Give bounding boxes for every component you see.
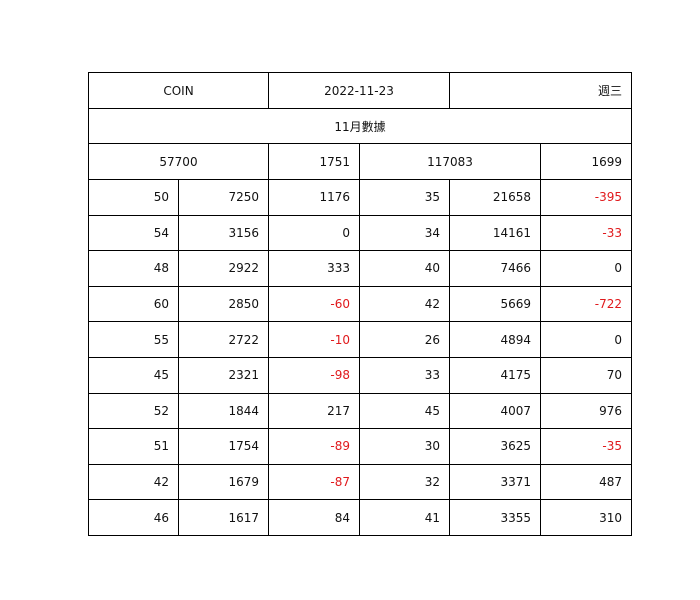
- table-cell[interactable]: 1617: [178, 499, 269, 536]
- table-cell[interactable]: 4007: [449, 392, 541, 430]
- table-cell[interactable]: 3355: [449, 499, 541, 536]
- table-cell[interactable]: 5669: [449, 285, 541, 323]
- table-cell[interactable]: 7250: [178, 179, 269, 216]
- table-cell[interactable]: 487: [539, 463, 633, 501]
- table-cell[interactable]: 0: [539, 250, 633, 287]
- table-cell[interactable]: 976: [539, 392, 633, 430]
- table-row: 60 2850 -60 42 5669 -722: [88, 285, 633, 323]
- table-cell[interactable]: 4175: [449, 356, 541, 394]
- table-cell[interactable]: -89: [268, 428, 360, 465]
- table-row: 46 1617 84 41 3355 310: [88, 499, 633, 536]
- table-cell[interactable]: 55: [88, 321, 179, 358]
- table-cell[interactable]: 30: [359, 428, 450, 465]
- table-cell[interactable]: 41: [359, 499, 450, 536]
- data-table: COIN 2022-11-23 週三 11月數據 57700 1751 1170…: [87, 72, 633, 536]
- subtitle-row: 11月數據: [87, 108, 633, 144]
- table-cell[interactable]: 32: [359, 463, 450, 501]
- table-cell[interactable]: 26: [359, 321, 450, 358]
- total-cell-1[interactable]: 57700: [88, 143, 269, 180]
- table-cell[interactable]: 4894: [449, 321, 541, 358]
- table-cell[interactable]: -395: [539, 179, 633, 216]
- table-cell[interactable]: -87: [268, 463, 360, 501]
- header-row: COIN 2022-11-23 週三: [88, 72, 633, 109]
- total-cell-4[interactable]: 1699: [539, 143, 633, 180]
- table-cell[interactable]: 2922: [178, 250, 269, 287]
- total-cell-3[interactable]: 117083: [359, 143, 541, 180]
- table-cell[interactable]: 333: [268, 250, 360, 287]
- table-row: 54 3156 0 34 14161 -33: [88, 214, 633, 252]
- table-cell[interactable]: 45: [359, 392, 450, 430]
- table-cell[interactable]: -35: [539, 428, 633, 465]
- table-cell[interactable]: 51: [88, 428, 179, 465]
- table-cell[interactable]: 1844: [178, 392, 269, 430]
- table-cell[interactable]: -10: [268, 321, 360, 358]
- date-cell[interactable]: 2022-11-23: [268, 72, 450, 109]
- table-cell[interactable]: 34: [359, 214, 450, 252]
- table-cell[interactable]: 0: [268, 214, 360, 252]
- total-cell-2[interactable]: 1751: [268, 143, 360, 180]
- table-row: 48 2922 333 40 7466 0: [88, 250, 633, 287]
- table-cell[interactable]: 84: [268, 499, 360, 536]
- table-cell[interactable]: 2321: [178, 356, 269, 394]
- table-row: 50 7250 1176 35 21658 -395: [88, 179, 633, 216]
- subtitle-cell[interactable]: 11月數據: [87, 108, 633, 144]
- table-cell[interactable]: 46: [88, 499, 179, 536]
- table-cell[interactable]: 60: [88, 285, 179, 323]
- table-cell[interactable]: -60: [268, 285, 360, 323]
- table-cell[interactable]: 42: [359, 285, 450, 323]
- table-cell[interactable]: 217: [268, 392, 360, 430]
- table-cell[interactable]: 50: [88, 179, 179, 216]
- table-row: 55 2722 -10 26 4894 0: [88, 321, 633, 358]
- table-cell[interactable]: 3371: [449, 463, 541, 501]
- table-cell[interactable]: 1176: [268, 179, 360, 216]
- table-row: 51 1754 -89 30 3625 -35: [88, 428, 633, 465]
- table-cell[interactable]: 54: [88, 214, 179, 252]
- table-cell[interactable]: 2722: [178, 321, 269, 358]
- table-row: 52 1844 217 45 4007 976: [88, 392, 633, 430]
- table-cell[interactable]: 21658: [449, 179, 541, 216]
- symbol-cell[interactable]: COIN: [88, 72, 269, 109]
- table-cell[interactable]: 35: [359, 179, 450, 216]
- table-row: 42 1679 -87 32 3371 487: [88, 463, 633, 501]
- table-cell[interactable]: 1679: [178, 463, 269, 501]
- table-cell[interactable]: 40: [359, 250, 450, 287]
- table-cell[interactable]: 33: [359, 356, 450, 394]
- table-cell[interactable]: 7466: [449, 250, 541, 287]
- table-cell[interactable]: 0: [539, 321, 633, 358]
- table-cell[interactable]: -98: [268, 356, 360, 394]
- table-cell[interactable]: 3625: [449, 428, 541, 465]
- table-cell[interactable]: 42: [88, 463, 179, 501]
- table-cell[interactable]: 1754: [178, 428, 269, 465]
- table-cell[interactable]: 310: [539, 499, 633, 536]
- table-cell[interactable]: 70: [539, 356, 633, 394]
- table-cell[interactable]: 3156: [178, 214, 269, 252]
- table-cell[interactable]: 52: [88, 392, 179, 430]
- table-cell[interactable]: 2850: [178, 285, 269, 323]
- table-cell[interactable]: -33: [539, 214, 633, 252]
- table-row: 45 2321 -98 33 4175 70: [88, 356, 633, 394]
- totals-row: 57700 1751 117083 1699: [88, 143, 633, 180]
- weekday-cell[interactable]: 週三: [448, 72, 633, 109]
- table-cell[interactable]: 14161: [449, 214, 541, 252]
- table-cell[interactable]: -722: [539, 285, 633, 323]
- table-cell[interactable]: 48: [88, 250, 179, 287]
- table-cell[interactable]: 45: [88, 356, 179, 394]
